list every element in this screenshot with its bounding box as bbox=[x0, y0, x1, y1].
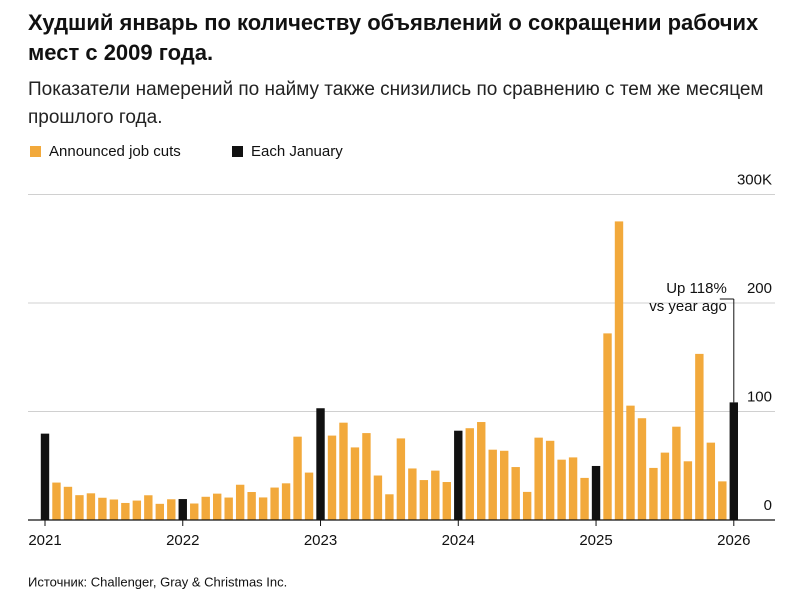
bar bbox=[568, 457, 578, 520]
bar bbox=[304, 472, 314, 520]
bar bbox=[155, 503, 164, 520]
x-tick-label: 2025 bbox=[579, 532, 612, 549]
bar bbox=[695, 353, 704, 520]
bar bbox=[316, 408, 325, 520]
bar bbox=[580, 477, 589, 520]
x-tick-label: 2021 bbox=[28, 532, 61, 549]
bar bbox=[729, 402, 738, 520]
bar bbox=[603, 333, 612, 520]
bar bbox=[63, 486, 73, 520]
bar bbox=[270, 487, 279, 520]
bar bbox=[52, 482, 61, 520]
bar bbox=[373, 475, 383, 520]
bar bbox=[144, 495, 153, 520]
bar bbox=[109, 499, 119, 520]
bar bbox=[213, 493, 222, 520]
y-tick-label: 0 bbox=[764, 497, 772, 514]
bar bbox=[224, 497, 233, 520]
bar bbox=[350, 447, 360, 520]
bar bbox=[488, 449, 497, 520]
bar bbox=[477, 422, 486, 520]
bar bbox=[362, 433, 371, 520]
bar bbox=[511, 467, 520, 520]
bar bbox=[591, 465, 601, 520]
bar bbox=[672, 426, 681, 520]
y-tick-label: 200 bbox=[747, 280, 772, 297]
bar bbox=[327, 435, 337, 520]
bar bbox=[281, 483, 291, 520]
bar bbox=[132, 500, 142, 520]
bar bbox=[167, 499, 176, 520]
bar bbox=[626, 405, 635, 520]
bar bbox=[557, 459, 566, 520]
bar bbox=[121, 502, 130, 520]
bar bbox=[545, 440, 555, 520]
bar bbox=[75, 495, 84, 520]
bar bbox=[649, 467, 658, 520]
x-tick-label: 2022 bbox=[166, 532, 199, 549]
bar bbox=[396, 438, 406, 520]
bar bbox=[247, 492, 256, 520]
bar bbox=[385, 494, 394, 520]
bar bbox=[86, 493, 96, 520]
source: Источник: Challenger, Gray & Christmas I… bbox=[28, 574, 287, 589]
bar bbox=[500, 450, 509, 520]
bar bbox=[98, 497, 107, 520]
bar bbox=[442, 482, 451, 520]
bar bbox=[614, 221, 624, 520]
bar bbox=[534, 437, 543, 520]
bar bbox=[293, 436, 302, 520]
bar bbox=[201, 496, 210, 520]
y-tick-label: 100 bbox=[747, 388, 772, 405]
bar bbox=[431, 470, 440, 520]
bar bbox=[454, 430, 463, 520]
bar bbox=[718, 481, 727, 520]
x-tick-label: 2023 bbox=[304, 532, 337, 549]
annotation: vs year ago bbox=[649, 298, 727, 315]
bar bbox=[178, 499, 187, 520]
y-tick-label: 300K bbox=[737, 171, 772, 188]
legend-swatch bbox=[232, 146, 243, 157]
bar bbox=[706, 442, 716, 520]
bar bbox=[465, 428, 474, 520]
chart-title: Худший январь по количеству объявлений о… bbox=[28, 10, 759, 65]
bar bbox=[683, 461, 693, 520]
bar bbox=[408, 468, 417, 520]
bar bbox=[637, 418, 647, 520]
x-tick-label: 2024 bbox=[442, 532, 475, 549]
bar bbox=[190, 503, 199, 520]
bar bbox=[419, 480, 429, 520]
chart-subtitle: Показатели намерений по найму также сниз… bbox=[28, 79, 764, 128]
bar bbox=[258, 497, 268, 520]
bar bbox=[40, 433, 50, 520]
bar bbox=[235, 484, 245, 520]
bar bbox=[660, 452, 670, 520]
bar bbox=[522, 491, 532, 520]
legend-label: Each January bbox=[251, 143, 343, 160]
x-tick-label: 2026 bbox=[717, 532, 750, 549]
annotation: Up 118% bbox=[666, 280, 727, 297]
legend-swatch bbox=[30, 146, 41, 157]
legend-label: Announced job cuts bbox=[49, 143, 181, 160]
bar bbox=[339, 422, 348, 520]
